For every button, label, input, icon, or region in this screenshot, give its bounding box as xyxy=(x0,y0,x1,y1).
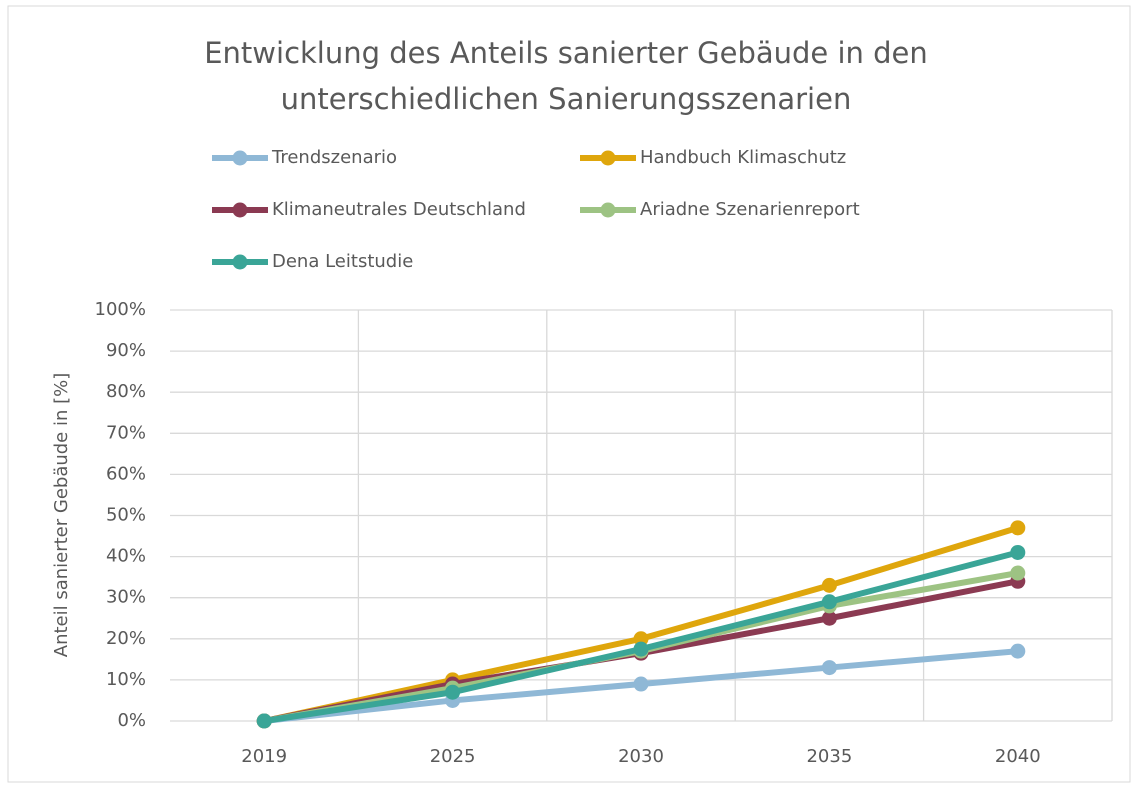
point xyxy=(1010,520,1026,536)
point xyxy=(633,676,649,692)
y-tick-label: 100% xyxy=(95,299,146,320)
legend-label: Ariadne Szenarienreport xyxy=(640,199,860,220)
point xyxy=(821,594,837,610)
point xyxy=(821,610,837,626)
y-tick-label: 70% xyxy=(106,422,146,443)
y-tick-label: 20% xyxy=(106,628,146,649)
point xyxy=(633,641,649,657)
legend-label: Trendszenario xyxy=(271,147,397,168)
point xyxy=(633,631,649,647)
legend-marker xyxy=(232,202,248,218)
y-tick-label: 80% xyxy=(106,381,146,402)
point xyxy=(445,684,461,700)
legend-label: Dena Leitstudie xyxy=(272,251,413,272)
x-tick-label: 2030 xyxy=(618,746,664,767)
point xyxy=(1010,565,1026,581)
chart-title: Entwicklung des Anteils sanierter Gebäud… xyxy=(204,36,928,116)
x-tick-label: 2040 xyxy=(995,746,1041,767)
point xyxy=(1010,643,1026,659)
point xyxy=(256,713,272,729)
legend-marker xyxy=(232,254,248,270)
legend-marker xyxy=(600,150,616,166)
y-tick-label: 40% xyxy=(106,546,146,567)
point xyxy=(821,660,837,676)
point xyxy=(821,577,837,593)
point xyxy=(1010,544,1026,560)
legend-marker xyxy=(600,202,616,218)
legend-label: Handbuch Klimaschutz xyxy=(640,147,846,168)
y-tick-label: 30% xyxy=(106,587,146,608)
x-tick-label: 2035 xyxy=(806,746,852,767)
x-tick-label: 2025 xyxy=(430,746,476,767)
x-tick-label: 2019 xyxy=(241,746,287,767)
y-axis-label: Anteil sanierter Gebäude in [%] xyxy=(51,373,72,658)
legend-label: Klimaneutrales Deutschland xyxy=(272,199,526,220)
y-tick-label: 0% xyxy=(117,710,146,731)
y-tick-label: 10% xyxy=(106,669,146,690)
y-tick-label: 90% xyxy=(106,340,146,361)
frame xyxy=(7,5,1131,783)
legend-marker xyxy=(232,150,248,166)
y-tick-label: 60% xyxy=(106,463,146,484)
y-tick-label: 50% xyxy=(106,505,146,526)
